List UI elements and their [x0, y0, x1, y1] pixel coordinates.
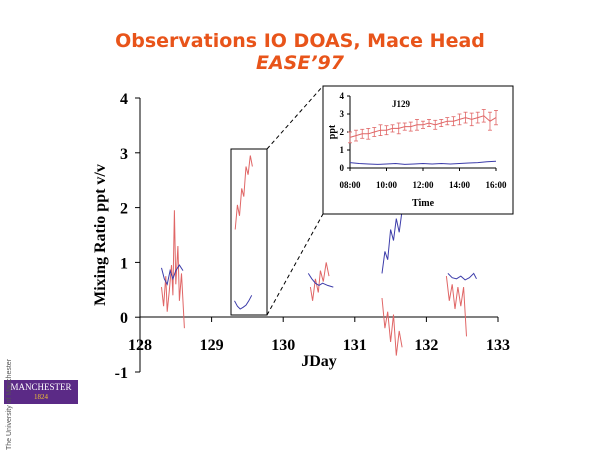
inset-panel	[322, 85, 514, 215]
inset-x-tick-label: 08:00	[340, 180, 361, 190]
inset-series-1-line	[349, 160, 497, 165]
zoom-highlight-box	[230, 148, 268, 316]
inset-y-tick-label: 0	[340, 163, 345, 173]
inset-x-tick-label: 14:00	[449, 180, 470, 190]
main-y-axis-label: Mixing Ratio ppt v/v	[92, 164, 109, 306]
main-y-tick-label: 0	[120, 310, 128, 327]
logo-wordmark: MANCHESTER 1824	[4, 380, 78, 404]
inset-y-tick-label: 3	[340, 109, 345, 119]
inset-y-tick-label: 4	[340, 91, 345, 101]
inset-x-axis-label: Time	[412, 198, 435, 209]
main-x-tick-label: 129	[200, 337, 224, 354]
main-y-tick-label: -1	[115, 365, 128, 382]
main-series-0-line	[445, 276, 467, 337]
inset-y-axis-label: ppt	[327, 124, 338, 139]
main-series-1-line	[447, 272, 477, 281]
main-series-0-line	[381, 297, 403, 356]
zoom-connector-bottom	[266, 213, 324, 316]
main-series-1-line	[234, 295, 253, 310]
inset-x-tick-label: 12:00	[413, 180, 434, 190]
main-y-tick-label: 3	[120, 146, 128, 163]
university-logo: MANCHESTER 1824 The University of Manche…	[4, 359, 78, 450]
main-series-1-line	[161, 264, 184, 286]
inset-x-tick-label: 10:00	[376, 180, 397, 190]
main-y-tick-label: 4	[120, 91, 128, 108]
main-x-tick-label: 132	[414, 337, 438, 354]
main-series-1-line	[381, 201, 406, 274]
main-x-tick-label: 133	[486, 337, 510, 354]
page-subtitle: EASE’97	[255, 52, 344, 74]
inset-y-tick-label: 2	[340, 127, 345, 137]
inset-y-tick-label: 1	[340, 145, 345, 155]
zoom-connector-top	[266, 85, 324, 150]
main-series-0-line	[161, 210, 185, 329]
inset-title: J129	[392, 99, 411, 109]
main-x-tick-label: 130	[271, 337, 295, 354]
main-series-1-line	[307, 273, 334, 288]
main-x-tick-label: 128	[128, 337, 152, 354]
main-series-0-line	[234, 155, 253, 230]
main-x-axis-label: JDay	[301, 353, 337, 370]
main-series-0-line	[309, 262, 330, 301]
main-y-tick-label: 1	[120, 255, 128, 272]
inset-x-tick-label: 16:00	[486, 180, 507, 190]
main-y-tick-label: 2	[120, 201, 128, 218]
logo-tagline: The University of Manchester	[6, 358, 13, 450]
page-title: Observations IO DOAS, Mace Head	[115, 30, 485, 52]
main-x-tick-label: 131	[343, 337, 367, 354]
